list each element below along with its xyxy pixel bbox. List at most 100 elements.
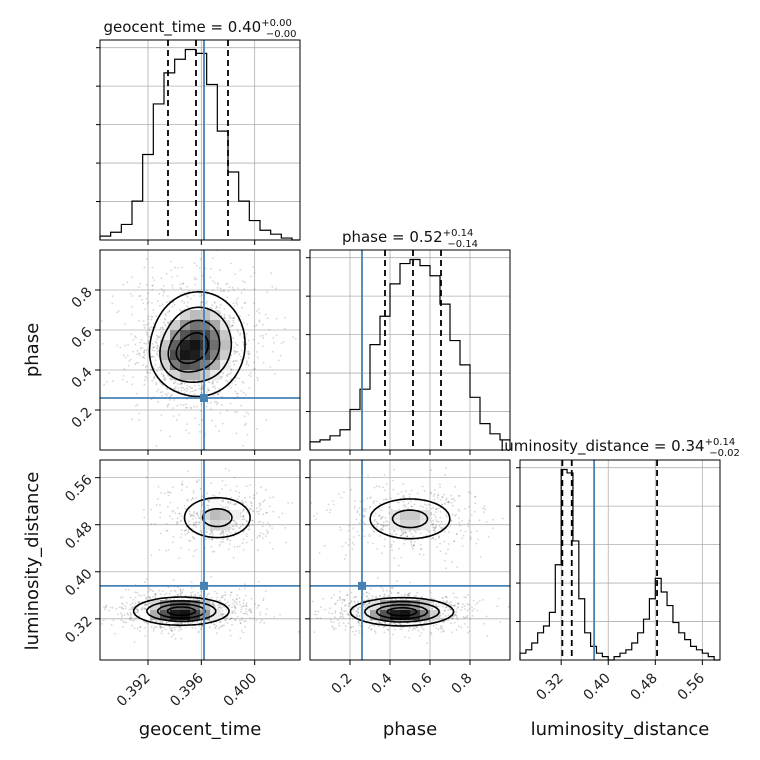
sample-point (158, 549, 161, 551)
sample-point (141, 299, 144, 301)
sample-point (463, 616, 466, 619)
sample-point (248, 387, 251, 389)
sample-point (410, 543, 413, 546)
sample-point (339, 529, 342, 531)
sample-point (160, 492, 163, 494)
sample-point (262, 361, 265, 364)
sample-point (373, 624, 376, 627)
sample-point (263, 622, 266, 624)
sample-point (464, 530, 467, 533)
sample-point (388, 622, 391, 625)
sample-point (221, 624, 224, 627)
sample-point (430, 631, 432, 634)
sample-point (213, 282, 216, 284)
sample-point (435, 526, 437, 529)
sample-point (245, 411, 248, 414)
sample-point (385, 483, 388, 485)
sample-point (407, 594, 410, 597)
sample-point (466, 614, 469, 617)
sample-point (217, 393, 219, 396)
sample-point (402, 494, 405, 497)
sample-point (221, 531, 223, 534)
sample-point (381, 528, 384, 531)
sample-point (139, 626, 142, 628)
sample-point (345, 604, 347, 607)
sample-point (410, 505, 413, 508)
sample-point (372, 542, 375, 545)
sample-point (245, 422, 247, 425)
sample-point (116, 311, 119, 314)
sample-point (222, 500, 224, 503)
sample-point (179, 287, 182, 289)
sample-point (410, 500, 412, 502)
sample-point (273, 616, 276, 618)
sample-point (233, 317, 236, 319)
sample-point (111, 302, 114, 305)
sample-point (161, 327, 164, 330)
sample-point (144, 366, 147, 368)
sample-point (206, 504, 209, 507)
sample-point (410, 489, 413, 492)
sample-point (444, 502, 446, 505)
sample-point (383, 545, 386, 548)
sample-point (221, 506, 224, 509)
sample-point (430, 508, 433, 510)
sample-point (209, 408, 212, 410)
sample-point (338, 597, 341, 599)
density-cell (180, 330, 191, 341)
sample-point (192, 514, 194, 517)
sample-point (437, 628, 440, 631)
sample-point (169, 626, 172, 629)
sample-point (402, 500, 405, 503)
sample-point (152, 346, 155, 349)
sample-point (461, 606, 464, 609)
sample-point (257, 308, 260, 310)
sample-point (236, 598, 238, 601)
sample-point (243, 321, 246, 324)
sample-point (165, 621, 168, 624)
sample-point (210, 530, 212, 533)
sample-point (129, 619, 131, 621)
panel-frame (309, 459, 511, 661)
sample-point (218, 603, 221, 606)
sample-point (145, 607, 147, 610)
sample-point (200, 304, 202, 306)
sample-point (233, 546, 236, 548)
sample-point (149, 329, 151, 331)
sample-point (292, 336, 294, 338)
sample-point (231, 317, 234, 320)
sample-point (416, 492, 419, 495)
sample-point (150, 589, 153, 591)
sample-point (159, 504, 161, 506)
sample-point (186, 423, 188, 426)
sample-point (211, 289, 214, 292)
sample-point (391, 533, 393, 535)
sample-point (390, 592, 393, 594)
sample-point (181, 480, 184, 483)
sample-point (192, 497, 195, 500)
sample-point (126, 612, 129, 615)
sample-point (453, 604, 456, 607)
sample-point (193, 276, 196, 279)
sample-point (135, 353, 138, 356)
sample-point (229, 402, 232, 405)
sample-point (180, 383, 183, 386)
sample-point (191, 387, 194, 389)
sample-point (231, 324, 234, 327)
sample-point (407, 593, 410, 595)
density-cell (140, 610, 151, 621)
sample-point (145, 298, 148, 300)
sample-point (257, 604, 260, 607)
sample-point (144, 626, 147, 629)
sample-point (173, 598, 176, 601)
sample-point (236, 522, 238, 525)
sample-point (233, 317, 235, 319)
sample-point (265, 529, 268, 532)
sample-point (235, 490, 237, 492)
sample-point (167, 311, 169, 314)
sample-point (268, 505, 271, 508)
sample-point (400, 534, 403, 537)
sample-point (142, 320, 145, 323)
sample-point (162, 285, 165, 287)
sample-point (468, 519, 470, 522)
